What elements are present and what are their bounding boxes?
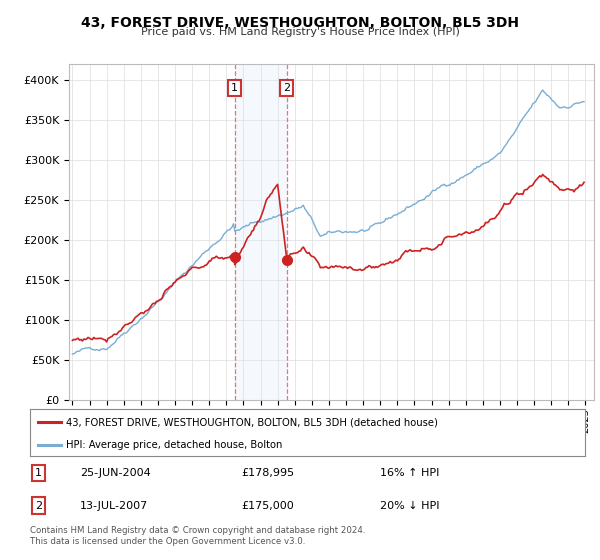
Text: Contains HM Land Registry data © Crown copyright and database right 2024.
This d: Contains HM Land Registry data © Crown c…	[30, 526, 365, 546]
Text: £175,000: £175,000	[241, 501, 293, 511]
Text: 16% ↑ HPI: 16% ↑ HPI	[380, 468, 439, 478]
Text: 1: 1	[35, 468, 42, 478]
Text: 20% ↓ HPI: 20% ↓ HPI	[380, 501, 439, 511]
Text: 25-JUN-2004: 25-JUN-2004	[80, 468, 151, 478]
Text: 2: 2	[283, 83, 290, 93]
Text: £178,995: £178,995	[241, 468, 294, 478]
Bar	[235, 64, 287, 400]
Text: HPI: Average price, detached house, Bolton: HPI: Average price, detached house, Bolt…	[66, 440, 283, 450]
Text: 43, FOREST DRIVE, WESTHOUGHTON, BOLTON, BL5 3DH: 43, FOREST DRIVE, WESTHOUGHTON, BOLTON, …	[81, 16, 519, 30]
Text: 1: 1	[231, 83, 238, 93]
Text: Price paid vs. HM Land Registry's House Price Index (HPI): Price paid vs. HM Land Registry's House …	[140, 27, 460, 37]
Text: 2: 2	[35, 501, 42, 511]
Text: 13-JUL-2007: 13-JUL-2007	[80, 501, 148, 511]
Text: 43, FOREST DRIVE, WESTHOUGHTON, BOLTON, BL5 3DH (detached house): 43, FOREST DRIVE, WESTHOUGHTON, BOLTON, …	[66, 417, 438, 427]
